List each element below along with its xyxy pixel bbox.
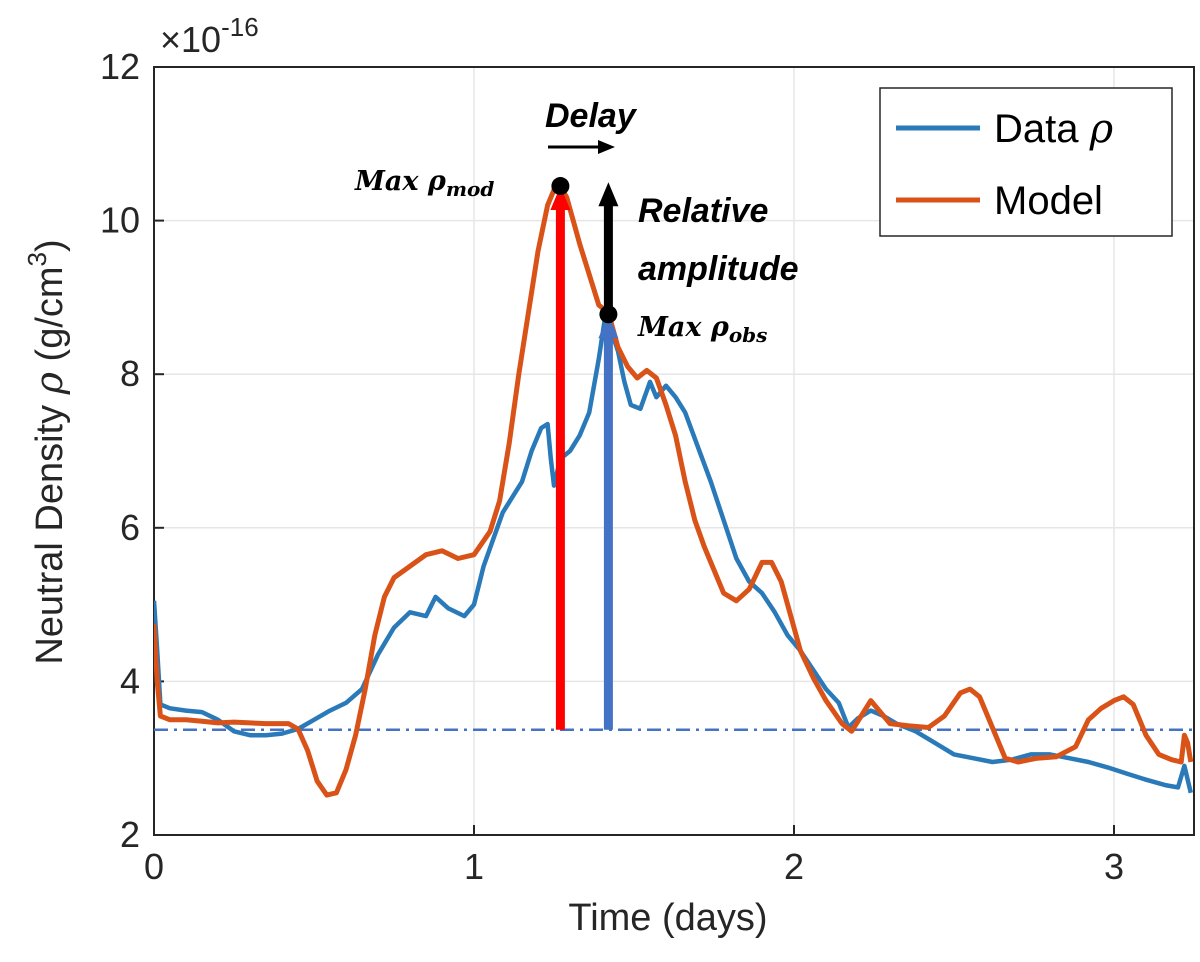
y-label-rho: ρ [27,371,71,395]
max-obs-marker [599,305,618,324]
relative-amplitude-arrow-head [598,182,619,207]
max-obs-label: Max ρobs [637,312,767,347]
relative-amplitude-arrow [598,182,619,315]
x-tick-label: 2 [784,846,804,887]
delay-label: Delay [545,97,638,135]
y-label-unit: (g/cm [29,266,71,372]
y-tick-label: 10 [100,200,140,241]
data-peak-arrow [598,314,619,730]
y-axis: 2 4 6 8 10 12 [100,46,164,855]
y-label-close: ) [29,239,71,252]
series-line-model [154,183,1194,798]
model-peak-arrow-head [550,186,571,211]
legend-label-model: Model [994,179,1103,223]
delay-arrowhead [598,140,615,154]
y-axis-label: Neutral Density ρ (g/cm3) [22,239,71,664]
data-peak-arrow-head [598,314,619,339]
y-tick-label: 8 [120,353,140,394]
relative-amplitude-label-2: amplitude [638,250,799,288]
exponent-sup: -16 [221,12,259,42]
y-tick-label: 4 [120,660,140,701]
plot-frame [153,66,1195,836]
y-label-main: Neutral Density [29,394,71,664]
series-line-data [154,314,1193,794]
y-tick-label: 12 [100,46,140,87]
max-mod-label: Max ρmod [354,166,494,201]
exponent-label: ×10-16 [160,12,259,60]
y-label-exp: 3 [22,252,52,266]
x-tick-label: 1 [464,846,484,887]
y-tick-label: 6 [120,507,140,548]
max-model-marker [551,177,570,196]
model-peak-arrow [550,186,571,730]
legend: Data ρ Model [879,87,1173,237]
x-axis-label: Time (days) [568,897,767,939]
x-axis: 0 1 2 3 [144,825,1124,887]
y-tick-label: 2 [120,814,140,855]
markers [551,177,618,324]
x-tick-label: 3 [1104,846,1124,887]
legend-label-data: Data ρ [994,106,1114,152]
x-tick-label: 0 [144,846,164,887]
arrows [550,182,619,730]
relative-amplitude-label-1: Relative [638,192,768,230]
legend-box [879,87,1173,237]
